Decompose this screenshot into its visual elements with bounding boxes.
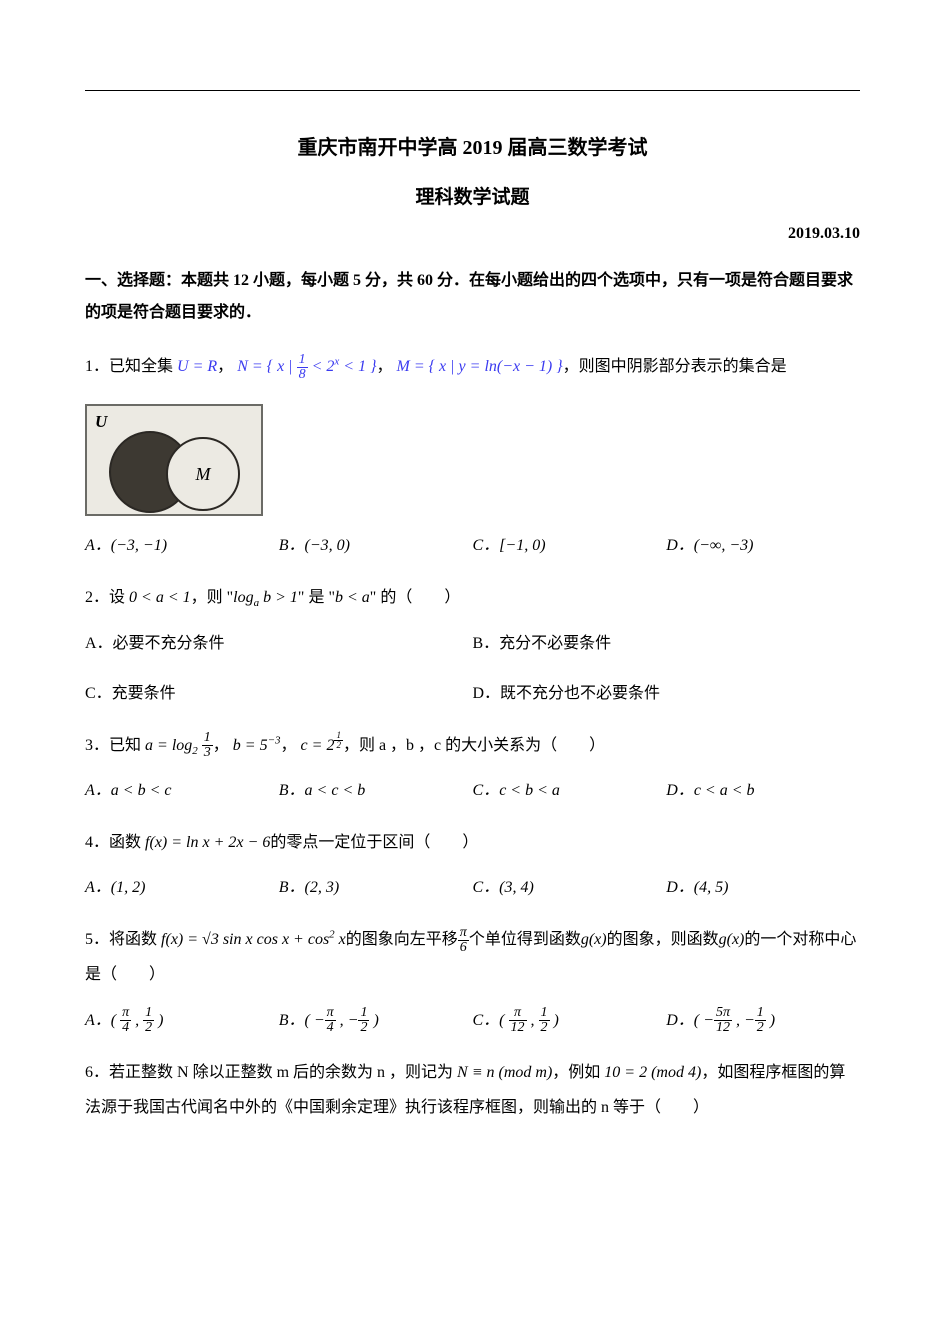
q5-opt-D: D．( −5π12 , −12 ) xyxy=(666,1005,860,1037)
q1-N: N = { x | 18 < 2x < 1 } xyxy=(237,358,376,375)
q3-post: ，则 a ，b ，c 的大小关系为（ ） xyxy=(343,737,605,754)
q2-pre: 设 xyxy=(109,589,125,606)
q1-opt-C: C．[−1, 0) xyxy=(473,530,667,562)
q1-opt-D: D．(−∞, −3) xyxy=(666,530,860,562)
venn-diagram: U M xyxy=(85,404,263,516)
q5-mid3: 的图象，则函数 xyxy=(607,931,719,948)
q1-opt-A: A．(−3, −1) xyxy=(85,530,279,562)
q6-expr: N ≡ n (mod m) xyxy=(457,1064,552,1081)
question-6: 6．若正整数 N 除以正整数 m 后的余数为 n ，则记为 N ≡ n (mod… xyxy=(85,1055,860,1125)
q4-opt-B: B．(2, 3) xyxy=(279,872,473,904)
q6-pre: 若正整数 N 除以正整数 m 后的余数为 n ，则记为 xyxy=(109,1064,453,1081)
q5-options: A．( π4 , 12 ) B．( −π4 , −12 ) C．( π12 , … xyxy=(85,1005,860,1037)
question-1: 1．已知全集 U = R， N = { x | 18 < 2x < 1 }， M… xyxy=(85,349,860,384)
q6-ex: 10 = 2 (mod 4) xyxy=(604,1064,701,1081)
q3-b: b = 5−3 xyxy=(233,737,281,754)
q2-p: loga b > 1 xyxy=(233,589,298,606)
q3-options: A．a < b < c B．a < c < b C．c < b < a D．c … xyxy=(85,775,860,807)
q5-pre: 将函数 xyxy=(109,931,157,948)
q1-M: M = { x | y = ln(−x − 1) } xyxy=(396,358,562,375)
q5-mid2: 个单位得到函数 xyxy=(469,931,581,948)
question-4: 4．函数 f(x) = ln x + 2x − 6的零点一定位于区间（ ） xyxy=(85,825,860,860)
q4-opt-C: C．(3, 4) xyxy=(473,872,667,904)
q5-g2: g(x) xyxy=(719,931,745,948)
q4-f: f(x) = ln x + 2x − 6 xyxy=(145,834,270,851)
q5-opt-C: C．( π12 , 12 ) xyxy=(473,1005,667,1037)
q2-opt-D: D．既不充分也不必要条件 xyxy=(473,678,861,710)
question-5: 5．将函数 f(x) = √3 sin x cos x + cos2 x的图象向… xyxy=(85,922,860,992)
q2-opt-A: A．必要不充分条件 xyxy=(85,628,473,660)
q2-mid2: " 是 " xyxy=(298,589,335,606)
q1-pre: 已知全集 xyxy=(109,358,173,375)
q2-num: 2． xyxy=(85,589,109,606)
venn-label-M: M xyxy=(195,464,212,484)
q3-pre: 已知 xyxy=(109,737,141,754)
q2-opt-B: B．充分不必要条件 xyxy=(473,628,861,660)
q3-opt-A: A．a < b < c xyxy=(85,775,279,807)
venn-label-U: U xyxy=(95,412,107,432)
q2-q: b < a xyxy=(335,589,370,606)
sub-title: 理科数学试题 xyxy=(85,182,860,209)
q5-shift: π6 xyxy=(458,931,469,948)
q1-num: 1． xyxy=(85,358,109,375)
q6-num: 6． xyxy=(85,1064,109,1081)
q3-a: a = log2 13 xyxy=(145,737,213,754)
q3-opt-C: C．c < b < a xyxy=(473,775,667,807)
q6-mid: ，例如 xyxy=(552,1064,600,1081)
q3-opt-B: B．a < c < b xyxy=(279,775,473,807)
q3-num: 3． xyxy=(85,737,109,754)
q3-sep2: ， xyxy=(281,737,297,754)
exam-date: 2019.03.10 xyxy=(85,225,860,243)
q2-cond: 0 < a < 1 xyxy=(129,589,191,606)
q4-opt-D: D．(4, 5) xyxy=(666,872,860,904)
q5-opt-B: B．( −π4 , −12 ) xyxy=(279,1005,473,1037)
q3-sep1: ， xyxy=(213,737,229,754)
q1-sep1: ， xyxy=(217,358,233,375)
q5-f: f(x) = √3 sin x cos x + cos2 x xyxy=(161,931,346,948)
q4-opt-A: A．(1, 2) xyxy=(85,872,279,904)
q3-opt-D: D．c < a < b xyxy=(666,775,860,807)
q2-post: " 的（ ） xyxy=(370,589,461,606)
q1-opt-B: B．(−3, 0) xyxy=(279,530,473,562)
q5-num: 5． xyxy=(85,931,109,948)
q1-sep2: ， xyxy=(376,358,392,375)
q4-post: 的零点一定位于区间（ ） xyxy=(270,834,478,851)
question-2: 2．设 0 < a < 1，则 "loga b > 1" 是 "b < a" 的… xyxy=(85,580,860,615)
q4-pre: 函数 xyxy=(109,834,141,851)
q1-U: U = R xyxy=(177,358,217,375)
q2-options-1: A．必要不充分条件 B．充分不必要条件 xyxy=(85,628,860,660)
q4-options: A．(1, 2) B．(2, 3) C．(3, 4) D．(4, 5) xyxy=(85,872,860,904)
q2-mid1: ，则 " xyxy=(191,589,234,606)
q5-g: g(x) xyxy=(581,931,607,948)
section-1-intro: 一、选择题：本题共 12 小题，每小题 5 分，共 60 分．在每小题给出的四个… xyxy=(85,265,860,329)
q2-opt-C: C．充要条件 xyxy=(85,678,473,710)
q1-options: A．(−3, −1) B．(−3, 0) C．[−1, 0) D．(−∞, −3… xyxy=(85,530,860,562)
q3-c: c = 212 xyxy=(301,737,343,754)
venn-svg: M xyxy=(95,414,265,518)
question-3: 3．已知 a = log2 13， b = 5−3， c = 212，则 a ，… xyxy=(85,728,860,763)
q2-options-2: C．充要条件 D．既不充分也不必要条件 xyxy=(85,678,860,710)
q4-num: 4． xyxy=(85,834,109,851)
q1-post: ，则图中阴影部分表示的集合是 xyxy=(563,358,787,375)
q5-opt-A: A．( π4 , 12 ) xyxy=(85,1005,279,1037)
q5-mid1: 的图象向左平移 xyxy=(346,931,458,948)
top-rule xyxy=(85,90,860,91)
main-title: 重庆市南开中学高 2019 届高三数学考试 xyxy=(85,131,860,160)
